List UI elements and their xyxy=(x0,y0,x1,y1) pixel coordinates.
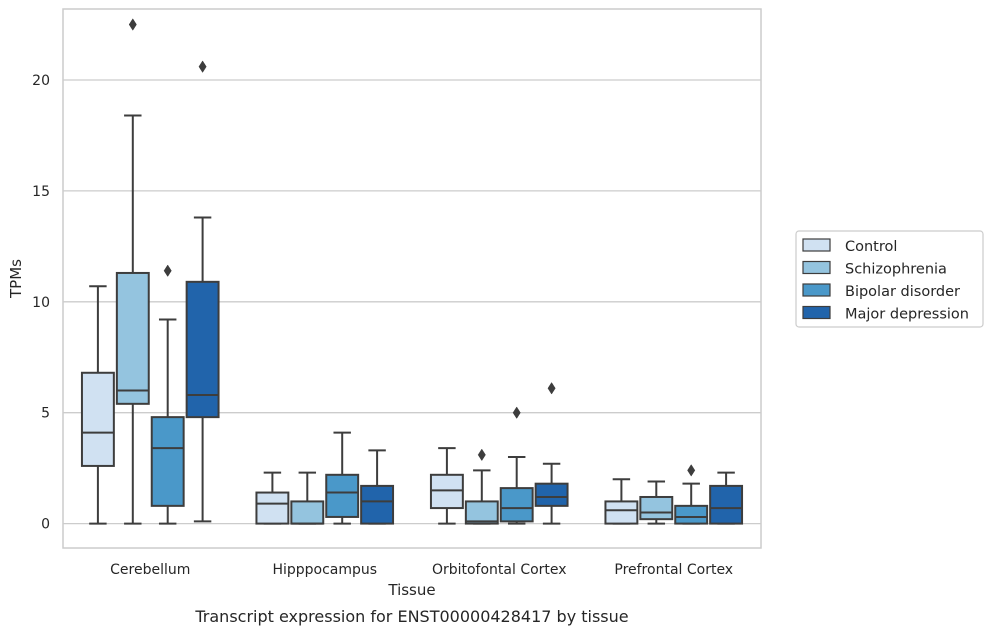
box-iqr xyxy=(604,500,639,525)
legend-swatch xyxy=(802,260,831,275)
outlier-point xyxy=(477,448,486,462)
box-bipolar-disorder xyxy=(325,431,360,525)
box-iqr xyxy=(499,487,534,523)
box-schizophrenia xyxy=(290,471,325,525)
legend-label: Bipolar disorder xyxy=(845,284,960,300)
outlier-point xyxy=(512,406,521,419)
box-bipolar-disorder xyxy=(150,264,185,525)
legend-item: Control xyxy=(802,238,897,255)
legend: Control Schizophrenia Bipolar disorder Majo… xyxy=(795,230,984,328)
y-axis-label: TPMs xyxy=(7,259,25,299)
x-tick-label: Prefrontal Cortex xyxy=(614,562,733,578)
box-iqr xyxy=(709,484,744,525)
box-iqr xyxy=(185,280,220,419)
box-iqr xyxy=(464,500,499,525)
x-axis-label: Tissue xyxy=(387,581,435,599)
legend-item: Schizophrenia xyxy=(802,260,947,278)
legend-swatch xyxy=(802,305,831,320)
y-tick-label: 5 xyxy=(41,406,50,422)
box-major-depression xyxy=(185,60,220,523)
y-tick-label: 0 xyxy=(41,517,50,533)
box-iqr xyxy=(80,371,115,467)
box-schizophrenia xyxy=(464,448,499,525)
box-iqr xyxy=(115,271,150,405)
legend-item: Major depression xyxy=(802,305,969,323)
legend-label: Schizophrenia xyxy=(845,262,947,278)
y-tick-label: 20 xyxy=(32,73,50,89)
box-plot-series xyxy=(80,18,744,525)
box-major-depression xyxy=(534,382,569,525)
legend-swatch xyxy=(802,283,831,297)
box-iqr xyxy=(360,484,395,525)
box-bipolar-disorder xyxy=(499,406,534,525)
box-iqr xyxy=(325,473,360,518)
box-iqr xyxy=(674,504,709,525)
outlier-point xyxy=(687,464,696,477)
x-tick-label: Orbitofontal Cortex xyxy=(432,562,567,578)
outlier-point xyxy=(128,18,137,31)
box-control xyxy=(604,478,639,525)
plot-frame xyxy=(62,8,762,549)
y-axis-ticks: 0 5 10 15 20 xyxy=(32,73,50,533)
outlier-point xyxy=(163,264,172,277)
y-tick-label: 10 xyxy=(32,295,50,311)
box-iqr xyxy=(150,416,185,507)
y-tick-label: 15 xyxy=(32,184,50,200)
legend-swatch xyxy=(802,238,831,252)
box-control xyxy=(80,285,115,525)
box-iqr xyxy=(639,495,674,521)
box-bipolar-disorder xyxy=(674,464,709,525)
outlier-point xyxy=(547,382,556,395)
box-schizophrenia xyxy=(115,18,150,525)
box-schizophrenia xyxy=(639,480,674,525)
legend-frame xyxy=(795,230,984,328)
legend-label: Major depression xyxy=(845,307,969,323)
box-control xyxy=(255,471,290,525)
legend-item: Bipolar disorder xyxy=(802,283,960,300)
box-major-depression xyxy=(360,449,395,525)
box-control xyxy=(429,447,464,525)
box-iqr xyxy=(534,482,569,507)
box-iqr xyxy=(290,500,325,525)
box-major-depression xyxy=(709,471,744,525)
legend-label: Control xyxy=(845,239,897,255)
x-tick-label: Cerebellum xyxy=(110,562,190,578)
box-iqr xyxy=(255,491,290,525)
x-tick-label: Hipppocampus xyxy=(272,562,377,578)
chart-caption: Transcript expression for ENST0000042841… xyxy=(194,607,628,626)
outlier-point xyxy=(198,60,207,73)
gridlines xyxy=(63,79,761,525)
box-iqr xyxy=(429,473,464,510)
x-axis-ticks: Cerebellum Hipppocampus Orbitofontal Corte… xyxy=(110,562,733,578)
